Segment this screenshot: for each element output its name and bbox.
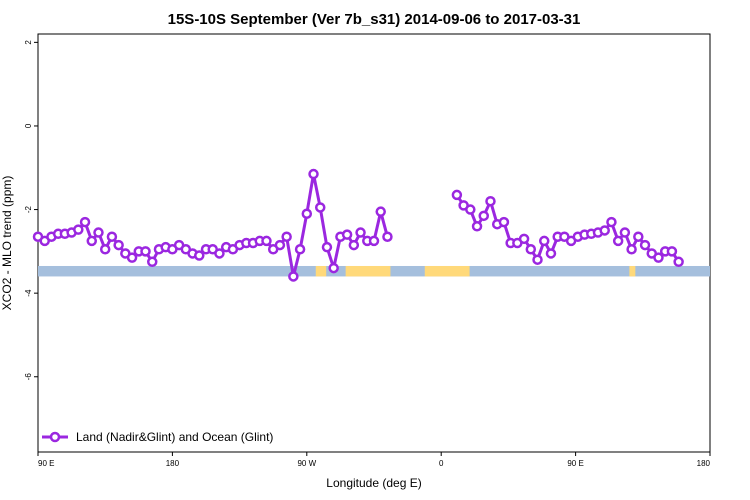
data-point	[599, 225, 610, 236]
data-point	[633, 231, 644, 242]
data-point	[261, 235, 272, 247]
data-point	[465, 204, 476, 215]
land-segment	[345, 265, 391, 277]
x-tick-label: 90 E	[38, 459, 54, 468]
x-axis-label: Longitude (deg E)	[326, 476, 421, 490]
data-point	[288, 271, 299, 282]
data-point	[140, 246, 151, 257]
y-tick-label: 0	[24, 123, 33, 128]
surface-band	[38, 265, 710, 277]
data-point	[653, 252, 664, 263]
data-point	[79, 216, 91, 228]
x-tick-label: 90 W	[297, 459, 316, 468]
data-point	[619, 227, 631, 238]
data-point	[314, 202, 326, 213]
legend-marker-swatch	[49, 431, 61, 443]
data-point	[126, 252, 138, 263]
data-point	[545, 248, 557, 259]
data-series	[32, 168, 684, 282]
series-line	[37, 172, 389, 278]
y-tick-label: 2	[24, 40, 33, 45]
data-point	[146, 256, 158, 268]
data-point	[525, 244, 537, 255]
data-point	[73, 224, 84, 235]
data-point	[328, 262, 339, 274]
data-point	[355, 227, 366, 238]
chart-title: 15S-10S September (Ver 7b_s31) 2014-09-0…	[168, 11, 581, 28]
data-point	[368, 235, 380, 247]
data-point	[321, 241, 333, 253]
x-tick-label: 0	[439, 459, 444, 468]
data-point	[341, 229, 353, 240]
axis-ticks: 90 E 180 90 W 0 90 E 180 2 0 -2 -4 -6	[24, 40, 711, 468]
data-point	[375, 206, 386, 217]
plot-frame	[37, 33, 711, 453]
data-point	[308, 168, 319, 180]
data-point	[532, 254, 543, 265]
data-point	[301, 208, 313, 219]
data-point	[106, 231, 118, 242]
legend: Land (Nadir&Glint) and Ocean (Glint)	[42, 430, 273, 444]
data-point	[348, 239, 360, 251]
x-tick-label: 180	[697, 459, 711, 468]
land-segment	[424, 265, 470, 277]
data-point	[518, 233, 530, 245]
data-point	[214, 248, 225, 259]
data-point	[626, 244, 637, 255]
data-point	[194, 250, 205, 261]
data-point	[274, 239, 286, 251]
x-tick-label: 90 E	[567, 459, 583, 468]
data-point	[538, 235, 550, 247]
data-point	[666, 246, 678, 257]
data-point	[281, 231, 292, 242]
data-point	[471, 221, 483, 232]
data-point	[99, 244, 111, 255]
data-point	[478, 210, 490, 222]
x-tick-label: 180	[166, 459, 180, 468]
data-point	[113, 239, 124, 251]
y-tick-label: -2	[24, 205, 33, 213]
data-point	[93, 227, 104, 238]
y-tick-label: -6	[24, 373, 33, 381]
land-segment	[629, 265, 636, 277]
data-point	[451, 189, 463, 201]
data-point	[294, 244, 306, 255]
data-point	[485, 195, 496, 207]
y-axis-label: XCO2 - MLO trend (ppm)	[0, 176, 14, 311]
data-point	[612, 235, 624, 247]
land-segment	[315, 265, 327, 277]
data-point	[498, 216, 510, 228]
data-point	[86, 235, 98, 247]
data-point	[382, 231, 393, 242]
y-tick-label: -4	[24, 289, 33, 297]
data-point	[606, 216, 617, 228]
legend-label: Land (Nadir&Glint) and Ocean (Glint)	[76, 430, 273, 444]
data-point	[639, 239, 651, 251]
data-point	[673, 256, 684, 268]
